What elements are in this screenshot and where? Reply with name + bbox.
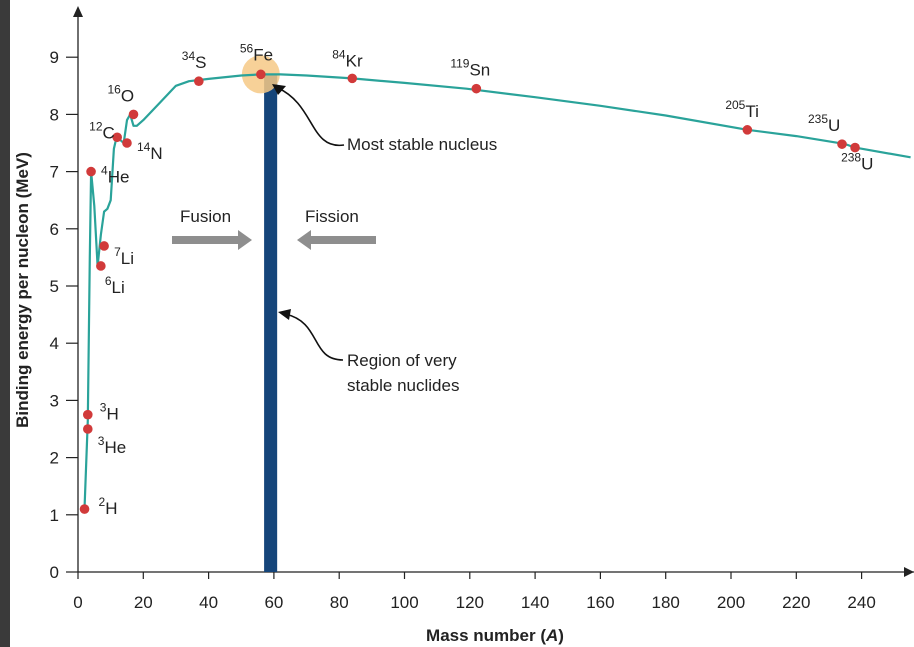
x-tick-label: 140 — [521, 593, 549, 612]
fusion-label: Fusion — [180, 207, 231, 226]
data-point-2h — [79, 504, 90, 514]
data-point-3h — [82, 409, 93, 420]
x-tick-label: 160 — [586, 593, 614, 612]
point-label-2h: 2H — [99, 495, 118, 518]
data-point-84kr — [347, 73, 358, 84]
y-tick-label: 7 — [50, 163, 59, 182]
data-point-205ti — [742, 125, 753, 135]
region-label-line1: Region of very — [347, 351, 457, 370]
point-label-119sn: 119Sn — [450, 57, 490, 80]
point-label-16o: 16O — [108, 82, 135, 105]
x-tick-label: 220 — [782, 593, 810, 612]
y-tick-label: 0 — [50, 563, 59, 582]
point-label-6li: 6Li — [105, 274, 125, 297]
x-tick-label: 180 — [652, 593, 680, 612]
point-label-4he: 4He — [101, 164, 129, 187]
y-tick-label: 4 — [50, 334, 59, 353]
region-label-line2: stable nuclides — [347, 376, 459, 395]
data-point-14n — [122, 138, 132, 148]
points-layer: 2H 3He 3H 4He 6Li 7Li 12C 14N 16O 34S 56Fe 84Kr 119S… — [79, 41, 873, 518]
x-axis-title: Mass number (A) — [426, 626, 564, 645]
most-stable-label: Most stable nucleus — [347, 135, 497, 154]
x-tick-label: 20 — [134, 593, 153, 612]
x-tick-label: 100 — [390, 593, 418, 612]
fission-label: Fission — [305, 207, 359, 226]
data-point-6li — [96, 261, 106, 271]
point-label-205ti: 205Ti — [725, 98, 759, 121]
most-stable-leader — [277, 87, 345, 146]
point-label-3he: 3He — [98, 434, 126, 457]
point-label-7li: 7Li — [114, 245, 134, 268]
data-point-119sn — [471, 83, 482, 94]
y-tick-label: 5 — [50, 277, 59, 296]
data-point-12c — [112, 132, 122, 143]
data-point-238u — [850, 142, 860, 153]
data-point-235u — [837, 139, 847, 149]
annotations-layer: Fusion Fission Most stable nucleus Regio… — [172, 84, 497, 395]
stable-nuclides-band — [264, 74, 278, 573]
data-point-7li — [99, 241, 109, 251]
data-point-3he — [82, 424, 93, 434]
point-label-12c: 12C — [89, 119, 115, 142]
data-point-56fe — [256, 69, 266, 80]
fission-arrow — [297, 230, 376, 250]
y-axis-arrowhead — [73, 6, 83, 17]
binding-energy-curve — [83, 73, 911, 510]
x-tick-label: 0 — [73, 593, 82, 612]
x-tick-label: 200 — [717, 593, 745, 612]
y-tick-label: 9 — [50, 48, 59, 67]
region-leader — [284, 313, 344, 361]
x-axis-arrowhead — [904, 567, 914, 577]
curve-layer — [83, 55, 911, 510]
point-label-235u: 235U — [808, 112, 840, 135]
fusion-arrow — [172, 230, 252, 250]
y-tick-label: 2 — [50, 449, 59, 468]
x-tick-label: 40 — [199, 593, 218, 612]
binding-energy-chart: 0 20 40 60 80 100 120 140 160 180 200 220 2400123456… — [13, 6, 914, 645]
point-label-3h: 3H — [100, 401, 119, 424]
y-tick-label: 6 — [50, 220, 59, 239]
point-label-34s: 34S — [182, 49, 207, 72]
data-point-16o — [128, 109, 139, 120]
data-point-4he — [86, 166, 96, 177]
y-tick-label: 1 — [50, 506, 59, 525]
data-point-34s — [194, 76, 204, 87]
stable-region-layer — [264, 74, 278, 573]
region-arrowhead — [278, 309, 291, 320]
point-label-14n: 14N — [137, 140, 163, 163]
y-axis-title: Binding energy per nucleon (MeV) — [13, 152, 32, 428]
y-tick-label: 8 — [50, 105, 59, 124]
x-tick-label: 60 — [264, 593, 283, 612]
chart-panel: 0 20 40 60 80 100 120 140 160 180 200 220 240 0 1 2 3 4 5 6… — [10, 0, 914, 647]
x-tick-label: 240 — [847, 593, 875, 612]
most-stable-arrowhead — [272, 84, 286, 95]
y-tick-label: 3 — [50, 391, 59, 410]
point-label-84kr: 84Kr — [332, 47, 363, 70]
point-label-238u: 238U — [841, 151, 873, 174]
point-label-56fe: 56Fe — [240, 41, 273, 64]
axes-layer: 0 20 40 60 80 100 120 140 160 180 200 220 2400123456… — [50, 6, 914, 612]
x-tick-label: 80 — [330, 593, 349, 612]
x-tick-label: 120 — [456, 593, 484, 612]
